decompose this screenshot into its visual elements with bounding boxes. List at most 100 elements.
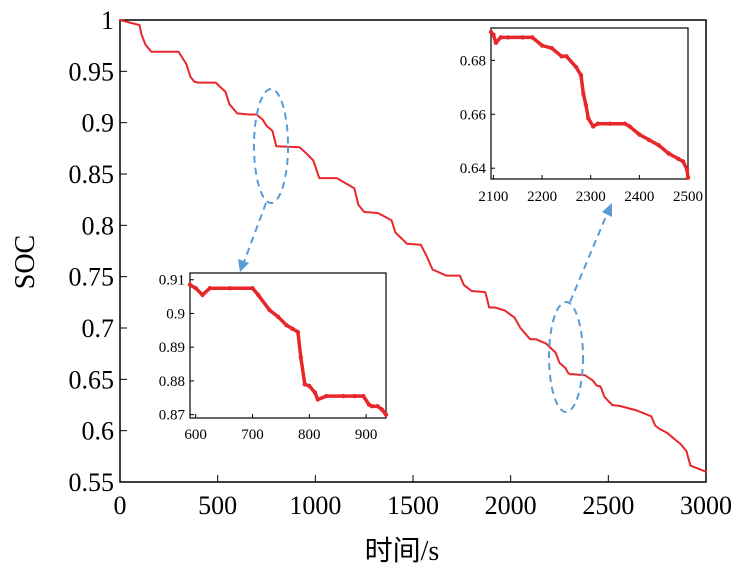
main-y-tick-label: 0.65 bbox=[69, 365, 115, 394]
main-y-tick-label: 0.85 bbox=[69, 160, 115, 189]
main-y-tick-label: 0.6 bbox=[82, 417, 115, 446]
inset-left-y-tick-label: 0.88 bbox=[159, 374, 185, 390]
inset-left-x-ticks: 600 700 800 900 bbox=[184, 414, 377, 443]
inset-right-data-point bbox=[607, 121, 613, 126]
inset-right-data-point bbox=[656, 143, 662, 148]
inset-left-x-tick-label: 800 bbox=[298, 427, 321, 443]
inset-right-data-point bbox=[680, 159, 686, 164]
inset-right-data-point bbox=[676, 156, 681, 161]
inset-right-data-point bbox=[539, 43, 545, 48]
inset-left-y-tick-label: 0.87 bbox=[159, 408, 186, 424]
inset-right-data-point bbox=[637, 132, 642, 137]
inset-right-data-point bbox=[520, 35, 525, 40]
inset-right-data-point bbox=[549, 46, 555, 51]
main-y-tick-label: 0.7 bbox=[82, 314, 115, 343]
main-x-tick-label: 2000 bbox=[485, 491, 537, 520]
inset-right-y-ticks: 0.64 0.66 0.68 bbox=[460, 53, 495, 177]
inset-left-data-point bbox=[255, 292, 261, 298]
inset-left-data-point bbox=[298, 355, 303, 360]
inset-right-data-point bbox=[685, 175, 691, 180]
inset-right-data-point bbox=[627, 124, 632, 129]
inset-left-data-point bbox=[324, 393, 329, 399]
inset-right-data-point bbox=[491, 32, 496, 37]
inset-right-data-point bbox=[590, 124, 596, 129]
x-axis-label: 时间/s bbox=[365, 535, 440, 567]
inset-right-data-point bbox=[622, 121, 627, 126]
inset-right-data-point bbox=[578, 72, 584, 78]
main-x-tick-label: 2500 bbox=[582, 491, 634, 520]
inset-left-data-point bbox=[207, 285, 213, 291]
inset-right-data-point bbox=[581, 91, 586, 97]
inset-left-y-tick-label: 0.91 bbox=[159, 273, 185, 289]
inset-left-data-point bbox=[369, 403, 374, 409]
main-series-line bbox=[119, 19, 707, 473]
inset-left-x-tick-label: 600 bbox=[184, 427, 207, 443]
inset-right-x-tick-label: 2500 bbox=[673, 189, 703, 205]
zoom-arrowhead-right bbox=[602, 203, 612, 217]
inset-left-data-point bbox=[315, 397, 321, 402]
zoom-ellipse-right bbox=[548, 301, 584, 413]
inset-right-x-tick-label: 2300 bbox=[576, 189, 606, 205]
inset-left-x-tick-label: 700 bbox=[241, 427, 264, 443]
main-x-tick-label: 3000 bbox=[680, 491, 732, 520]
inset-left-data-point bbox=[200, 292, 205, 298]
inset-right-data-point bbox=[505, 35, 511, 40]
inset-left-data-point bbox=[284, 323, 289, 328]
inset-left-data-point bbox=[375, 403, 380, 409]
inset-right-data-point bbox=[573, 64, 579, 70]
inset-right-data-point bbox=[498, 35, 503, 40]
inset-right-data-point bbox=[583, 102, 589, 108]
inset-left-data-point bbox=[290, 326, 295, 331]
inset-right: 2100 2200 2300 2400 2500 0.64 0.66 0.68 bbox=[460, 27, 703, 205]
inset-right-data-point bbox=[646, 137, 652, 143]
inset-right-x-tick-label: 2200 bbox=[527, 189, 557, 205]
inset-left-y-tick-label: 0.9 bbox=[166, 306, 185, 322]
inset-right-x-tick-label: 2400 bbox=[624, 189, 654, 205]
inset-left-data-point bbox=[341, 393, 346, 399]
inset-left-data-point bbox=[383, 412, 389, 417]
inset-right-data-point bbox=[530, 35, 535, 40]
inset-left-data-point bbox=[312, 390, 318, 395]
inset-right-y-tick-label: 0.68 bbox=[460, 53, 486, 69]
main-x-tick-label: 0 bbox=[114, 491, 127, 520]
inset-right-data-point bbox=[493, 40, 499, 46]
inset-right-y-tick-label: 0.64 bbox=[460, 161, 487, 177]
main-x-tick-label: 1000 bbox=[289, 491, 341, 520]
main-y-tick-label: 1 bbox=[101, 6, 114, 35]
zoom-annotations bbox=[238, 88, 612, 413]
zoom-ellipse-left bbox=[253, 88, 289, 204]
inset-right-data-point bbox=[595, 121, 601, 126]
main-y-tick-label: 0.75 bbox=[69, 263, 115, 292]
main-x-ticks: 0 500 1000 1500 2000 2500 3000 bbox=[114, 475, 732, 520]
inset-right-y-tick-label: 0.66 bbox=[460, 107, 487, 123]
main-y-tick-label: 0.95 bbox=[69, 57, 115, 86]
inset-left-data-point bbox=[302, 382, 307, 387]
inset-left-x-tick-label: 900 bbox=[355, 427, 378, 443]
inset-left-y-ticks: 0.87 0.88 0.89 0.9 0.91 bbox=[159, 273, 194, 424]
inset-right-data-point bbox=[684, 167, 690, 172]
inset-left-y-tick-label: 0.89 bbox=[159, 340, 185, 356]
inset-left-data-point bbox=[295, 329, 301, 335]
inset-left-series bbox=[187, 282, 389, 417]
inset-left-data-point bbox=[267, 307, 272, 313]
inset-right-data-point bbox=[564, 54, 569, 59]
inset-left-frame bbox=[189, 272, 387, 419]
y-axis-label: SOC bbox=[10, 235, 41, 289]
main-x-tick-label: 500 bbox=[198, 491, 237, 520]
zoom-arrowhead-left bbox=[238, 259, 249, 272]
inset-right-x-tick-label: 2100 bbox=[478, 189, 508, 205]
main-plot: 0 500 1000 1500 2000 2500 3000 0.55 0.6 0.65 0.7 0… bbox=[69, 6, 733, 520]
inset-left-data-point bbox=[352, 393, 357, 399]
inset-left-data-point bbox=[227, 285, 232, 291]
main-y-tick-label: 0.55 bbox=[69, 468, 115, 497]
inset-right-data-point bbox=[586, 116, 591, 121]
main-x-tick-label: 1500 bbox=[387, 491, 439, 520]
inset-right-series bbox=[488, 29, 691, 180]
inset-left-data-point bbox=[187, 282, 193, 288]
main-series bbox=[119, 19, 707, 473]
inset-left: 600 700 800 900 0.87 0.88 0.89 0.9 0.91 bbox=[159, 272, 389, 443]
inset-right-frame bbox=[490, 27, 689, 180]
zoom-arrow-right bbox=[569, 213, 608, 303]
inset-left-data-point bbox=[361, 393, 366, 399]
